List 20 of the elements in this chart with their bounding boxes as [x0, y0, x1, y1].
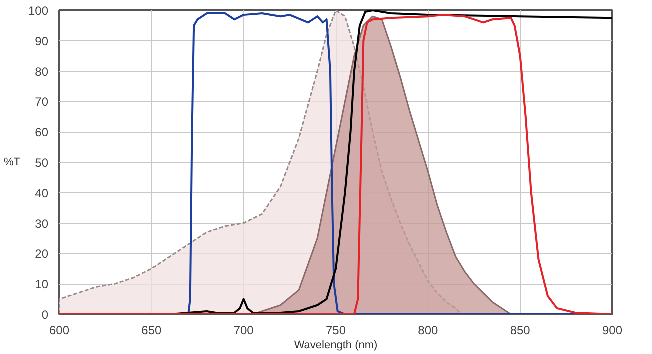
x-tick-label: 750: [326, 324, 346, 338]
y-axis-title: %T: [4, 156, 21, 168]
x-tick-label: 850: [510, 324, 531, 338]
y-tick-label: 10: [35, 278, 49, 292]
x-tick-label: 650: [142, 324, 162, 338]
x-axis-title: Wavelength (nm): [294, 340, 378, 352]
y-tick-label: 70: [35, 95, 49, 110]
y-tick-label: 20: [35, 247, 49, 262]
y-tick-label: 0: [42, 308, 49, 322]
y-tick-label: 50: [35, 156, 49, 170]
x-tick-label: 900: [602, 324, 623, 338]
y-tick-label: 80: [35, 64, 49, 79]
y-tick-label: 40: [35, 186, 49, 200]
y-tick-label: 60: [35, 126, 49, 140]
y-tick-label: 90: [35, 34, 49, 48]
x-tick-label: 700: [234, 324, 254, 338]
x-tick-label: 600: [49, 324, 70, 338]
y-tick-label: 100: [28, 4, 49, 18]
x-tick-label: 800: [418, 324, 439, 338]
y-tick-label: 30: [35, 216, 49, 231]
